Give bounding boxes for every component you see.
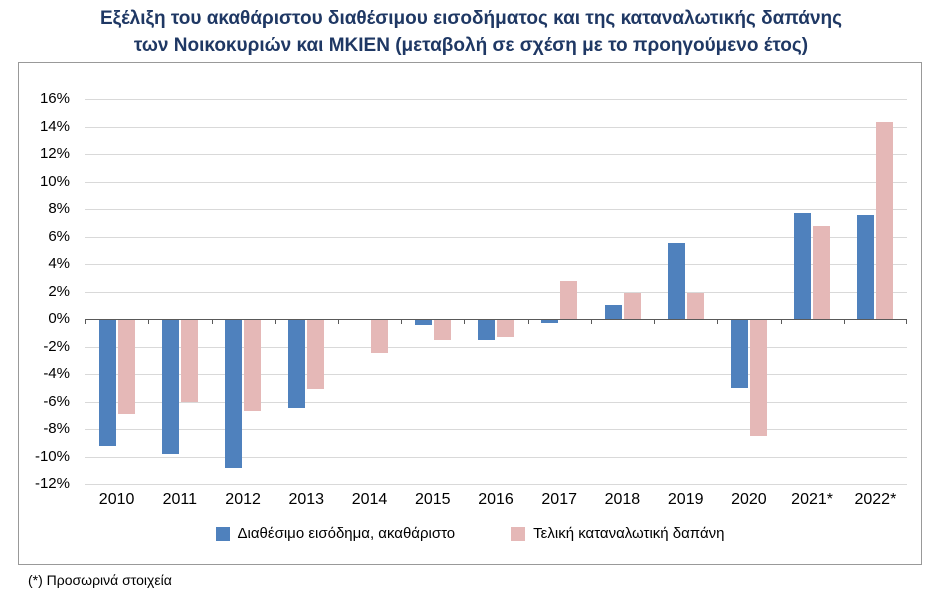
x-axis-tick-label: 2013: [288, 491, 325, 508]
bar-2020-consumption: [749, 319, 767, 436]
bar-2019-income: [667, 243, 685, 319]
grid-line: [85, 264, 907, 265]
y-axis-tick-label: 10%: [39, 172, 70, 190]
x-axis-tick-label: 2019: [667, 491, 704, 508]
legend-label-income: Διαθέσιμο εισόδημα, ακαθάριστο: [237, 525, 456, 542]
x-axis-tick-label: 2016: [478, 491, 514, 508]
bar-2016-income: [478, 319, 495, 340]
x-axis-tick-label: 2015: [414, 491, 451, 508]
zero-axis-tick: [717, 319, 719, 324]
grid-line: [85, 209, 907, 210]
zero-axis-tick: [654, 319, 656, 324]
bar-2010-income: [98, 319, 116, 446]
x-axis-tick-label: 2014: [351, 491, 388, 508]
y-axis-tick-label: 8%: [48, 200, 70, 217]
x-axis-tick-label: 2017: [541, 491, 577, 508]
y-axis-tick-label: 12%: [39, 145, 70, 162]
grid-line: [85, 374, 907, 375]
bar-2012-consumption: [244, 319, 262, 412]
legend-marker-income-swatch: [215, 526, 230, 541]
zero-axis-tick: [148, 319, 150, 324]
zero-axis-tick: [590, 319, 592, 324]
zero-axis-tick: [401, 319, 403, 324]
grid-line: [85, 181, 907, 183]
grid-line: [85, 456, 907, 458]
y-axis-tick-label: 4%: [48, 255, 70, 272]
bar-2014-consumption: [370, 319, 388, 354]
y-axis-tick-label: -8%: [43, 420, 70, 437]
bar-2019-consumption: [686, 292, 704, 319]
bar-2017-consumption: [560, 280, 578, 319]
bar-2015-income: [414, 319, 432, 325]
y-axis-tick-label: -4%: [43, 365, 70, 382]
grid-line: [85, 126, 907, 128]
grid-line: [85, 346, 907, 348]
grid-line: [85, 401, 907, 403]
y-axis-tick-label: 0%: [48, 310, 70, 327]
bar-2010-consumption: [117, 319, 135, 414]
bar-2016-consumption: [497, 319, 514, 337]
legend-item-income: Διαθέσιμο εισόδημα, ακαθάριστο: [215, 525, 456, 542]
zero-axis-tick: [527, 319, 529, 324]
bar-2012-income: [225, 319, 243, 468]
bar-2022*-consumption: [876, 122, 894, 319]
chart-title-line-2: των Νοικοκυριών και ΜΚΙΕΝ (μεταβολή σε σ…: [133, 35, 809, 56]
legend: Διαθέσιμο εισόδημα, ακαθάριστο Τελική κα…: [19, 525, 921, 542]
legend-marker-consumption-swatch: [511, 526, 526, 541]
bar-2018-income: [604, 305, 622, 320]
legend-item-consumption: Τελική καταναλωτική δαπάνη: [511, 525, 724, 542]
bar-2021*-income: [794, 213, 812, 319]
y-axis-tick-label: -10%: [34, 447, 70, 465]
zero-axis-tick: [211, 319, 213, 324]
y-axis-labels: 16% 14% 12% 10% 8% 6% 4% 2% 0% -2% -4% -6% -8% -10% -1…: [19, 90, 79, 492]
bar-2011-income: [161, 319, 179, 454]
zero-axis-tick: [85, 319, 86, 324]
bar-2022*-income: [857, 214, 875, 319]
bar-2011-consumption: [180, 319, 198, 402]
chart-box: 16% 14% 12% 10% 8% 6% 4% 2% 0% -2% -4% -6% -8% -10% -1…: [18, 62, 922, 565]
bar-2017-income: [541, 319, 559, 324]
chart-title: Εξέλιξη του ακαθάριστου διαθέσιμου εισοδ…: [0, 5, 942, 59]
x-axis-tick-label: 2022*: [854, 491, 897, 508]
y-axis-tick-label: 14%: [39, 117, 70, 135]
plot-area: [85, 99, 907, 485]
grid-line: [85, 484, 907, 485]
y-axis-tick-label: -6%: [43, 392, 70, 410]
footnote: (*) Προσωρινά στοιχεία: [28, 572, 172, 588]
grid-line: [85, 154, 907, 155]
y-axis-tick-label: 2%: [48, 282, 70, 300]
grid-line: [85, 236, 907, 238]
bar-2013-income: [288, 319, 306, 409]
y-axis-tick-label: 6%: [48, 227, 70, 245]
x-axis-tick-label: 2018: [604, 491, 641, 508]
zero-axis-line: [85, 319, 907, 320]
zero-axis-tick: [906, 319, 907, 324]
chart-title-line-1: Εξέλιξη του ακαθάριστου διαθέσιμου εισοδ…: [99, 8, 843, 29]
y-axis-tick-label: -12%: [34, 475, 70, 492]
grid-line: [85, 291, 907, 293]
zero-axis-tick: [337, 319, 339, 324]
grid-line: [85, 99, 907, 100]
x-axis-tick-label: 2011: [162, 491, 197, 508]
bar-2018-consumption: [623, 292, 641, 319]
bar-2021*-consumption: [813, 225, 831, 319]
bar-2013-consumption: [307, 319, 325, 390]
x-axis-tick-label: 2020: [731, 491, 767, 508]
x-axis-labels: 2010 2011 2012 2013 2014 2015 2016 2017 2018 2019…: [85, 491, 907, 515]
legend-label-consumption: Τελική καταναλωτική δαπάνη: [533, 525, 725, 542]
x-axis-tick-label: 2010: [98, 491, 135, 508]
zero-axis-tick: [780, 319, 782, 324]
y-axis-tick-label: 16%: [39, 90, 70, 107]
y-axis-tick-label: -2%: [43, 337, 70, 355]
x-axis-tick-label: 2012: [225, 491, 261, 508]
x-axis-tick-label: 2021*: [791, 491, 833, 508]
zero-axis-tick: [464, 319, 466, 324]
zero-axis-tick: [274, 319, 276, 324]
grid-line: [85, 429, 907, 430]
bar-2020-income: [730, 319, 748, 388]
zero-axis-tick: [843, 319, 845, 324]
bar-2015-consumption: [433, 319, 451, 340]
